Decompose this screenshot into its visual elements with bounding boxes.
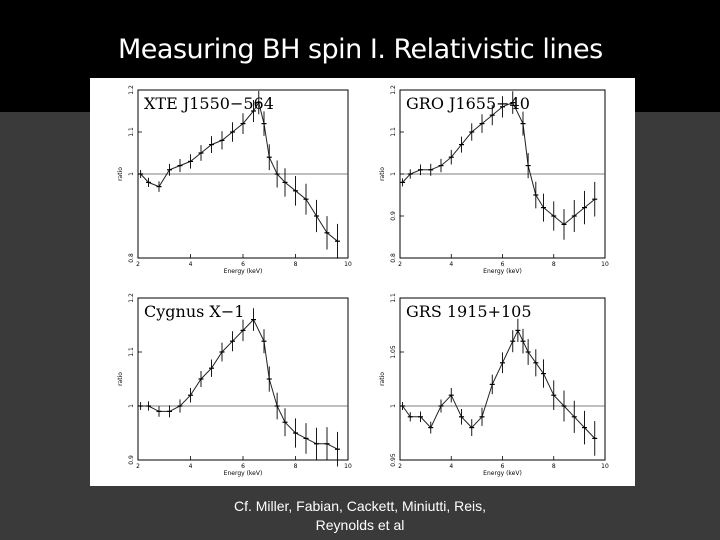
panel-label-2: Cygnus X−1 — [144, 302, 244, 321]
y-tick-label-3-3: 1.1 — [390, 293, 397, 303]
y-tick-label-0-3: 1.2 — [128, 85, 135, 95]
y-tick-label-2-1: 1 — [128, 404, 135, 408]
x-tick-label-0-0: 2 — [136, 261, 140, 268]
x-tick-label-3-0: 2 — [398, 463, 402, 470]
y-tick-label-0-1: 1 — [128, 172, 135, 176]
series-line-2 — [140, 318, 338, 450]
y-tick-label-1-2: 1 — [390, 172, 397, 176]
y-tick-label-2-0: 0.9 — [128, 455, 135, 465]
x-tick-label-3-4: 10 — [601, 463, 609, 470]
y-tick-label-1-1: 0.9 — [390, 211, 397, 221]
y-tick-label-3-2: 1.05 — [390, 345, 397, 359]
x-tick-label-2-3: 8 — [294, 463, 298, 470]
y-axis-label-2: ratio — [117, 372, 124, 386]
panel-label-3: GRS 1915+105 — [406, 302, 532, 321]
x-axis-label-2: Energy (keV) — [224, 470, 263, 477]
x-tick-label-2-0: 2 — [136, 463, 140, 470]
citation-caption: Cf. Miller, Fabian, Cackett, Miniutti, R… — [200, 497, 520, 535]
x-tick-label-1-1: 4 — [449, 261, 453, 268]
figure-panel: 2 4 6 8 10 0.8 1 1.1 1.2 Energy (keV) ratio XTE J15… — [90, 78, 635, 486]
x-tick-label-3-3: 8 — [552, 463, 556, 470]
x-tick-label-0-1: 4 — [189, 261, 193, 268]
x-tick-label-1-2: 6 — [501, 261, 505, 268]
x-tick-label-1-3: 8 — [552, 261, 556, 268]
y-tick-label-3-0: 0.95 — [390, 453, 397, 467]
y-tick-label-1-3: 1.1 — [390, 127, 397, 137]
series-line-1 — [402, 101, 596, 226]
slide-title: Measuring BH spin I. Relativistic lines — [118, 34, 603, 65]
x-tick-label-1-0: 2 — [398, 261, 402, 268]
x-tick-label-0-3: 8 — [294, 261, 298, 268]
x-axis-label-0: Energy (keV) — [224, 268, 263, 275]
y-tick-label-0-2: 1.1 — [128, 127, 135, 137]
series-line-3 — [402, 329, 596, 439]
x-tick-label-0-2: 6 — [241, 261, 245, 268]
y-axis-label-0: ratio — [117, 167, 124, 181]
series-line-0 — [140, 101, 338, 242]
panel-label-0: XTE J1550−564 — [144, 94, 274, 113]
y-tick-label-1-4: 1.2 — [390, 85, 397, 95]
panel-label-1: GRO J1655−40 — [406, 94, 530, 113]
x-tick-label-2-1: 4 — [189, 463, 193, 470]
caption-line-2: Reynolds et al — [315, 517, 405, 533]
x-tick-label-0-4: 10 — [344, 261, 352, 268]
x-tick-label-1-4: 10 — [601, 261, 609, 268]
y-axis-label-3: ratio — [379, 372, 386, 386]
x-axis-label-1: Energy (keV) — [483, 268, 522, 275]
y-tick-label-0-0: 0.8 — [128, 253, 135, 263]
plot-frame-3 — [399, 297, 606, 461]
y-tick-label-1-0: 0.8 — [390, 253, 397, 263]
y-tick-label-2-2: 1.1 — [128, 347, 135, 357]
spectra-figure: 2 4 6 8 10 0.8 1 1.1 1.2 Energy (keV) ratio XTE J15… — [117, 85, 609, 477]
x-axis-label-3: Energy (keV) — [483, 470, 522, 477]
caption-line-1: Cf. Miller, Fabian, Cackett, Miniutti, R… — [233, 498, 487, 514]
x-tick-label-3-2: 6 — [501, 463, 505, 470]
y-tick-label-2-3: 1.2 — [128, 293, 135, 303]
x-tick-label-2-4: 10 — [344, 463, 352, 470]
y-tick-label-3-1: 1 — [390, 404, 397, 408]
x-tick-label-2-2: 6 — [241, 463, 245, 470]
y-axis-label-1: ratio — [379, 167, 386, 181]
x-tick-label-3-1: 4 — [449, 463, 453, 470]
